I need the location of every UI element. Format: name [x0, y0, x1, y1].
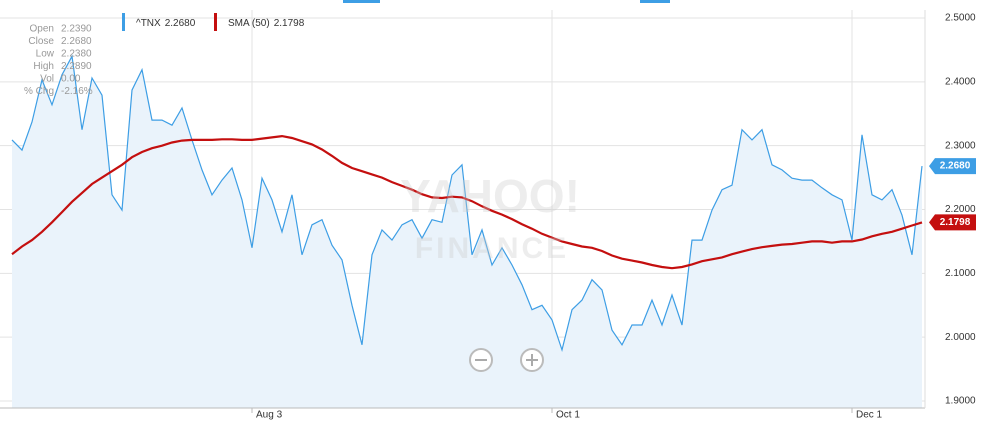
x-tick-label: Aug 3	[256, 410, 283, 421]
tab-indicator	[640, 0, 670, 3]
watermark: YAHOO! FINANCE	[400, 170, 580, 265]
y-tick-label: 2.2000	[945, 204, 976, 215]
zoom-out[interactable]	[469, 348, 493, 372]
series-line	[11, 54, 923, 353]
info-label: Open	[30, 24, 54, 35]
series-line	[11, 134, 923, 270]
tab-indicator	[343, 0, 380, 3]
last-value-badge	[929, 158, 976, 175]
watermark-product: FINANCE	[415, 232, 569, 265]
last-value-badge	[929, 214, 976, 231]
y-tick-label: 2.5000	[945, 13, 976, 24]
y-tick-label: 2.0000	[945, 332, 976, 343]
info-value: 2.2680	[61, 36, 92, 47]
info-label: High	[33, 61, 54, 72]
info-label: Low	[36, 49, 55, 60]
plot: 2.2680 2.1798	[11, 54, 976, 409]
y-tick-label: 2.1000	[945, 268, 976, 279]
x-tick-label: Dec 1	[856, 410, 883, 421]
info-label: Vol	[40, 74, 54, 85]
info-value: 2.2390	[61, 24, 92, 35]
info-box: Open 2.2390 Close 2.2680 Low 2.2380 High 2.2890…	[24, 24, 93, 98]
y-tick-label: 2.4000	[945, 76, 976, 87]
last-value-label: 2.2680	[940, 161, 971, 172]
legend-label: SMA (50) 2.1798	[228, 18, 305, 29]
info-value: -2.16%	[61, 86, 93, 97]
legend-swatch	[122, 13, 125, 31]
y-tick-label: 1.9000	[945, 396, 976, 407]
legend: ^TNX 2.2680 SMA (50) 2.1798	[122, 13, 305, 31]
info-label: % Chg	[24, 86, 54, 97]
watermark-brand: YAHOO!	[400, 170, 580, 222]
y-tick-label: 2.3000	[945, 140, 976, 151]
legend-value: 2.2680	[165, 18, 196, 29]
info-label: Close	[28, 36, 54, 47]
info-value: 0.00	[61, 74, 81, 85]
area-fill	[12, 56, 922, 409]
info-value: 2.2380	[61, 49, 92, 60]
info-value: 2.2890	[61, 61, 92, 72]
legend-swatch	[214, 13, 217, 31]
x-tick-label: Oct 1	[556, 410, 580, 421]
legend-name: SMA (50)	[228, 18, 270, 29]
zoom-in[interactable]	[520, 348, 544, 372]
legend-label: ^TNX 2.2680	[136, 18, 196, 29]
last-value-label: 2.1798	[940, 217, 971, 228]
legend-value: 2.1798	[274, 18, 305, 29]
legend-name: ^TNX	[136, 18, 161, 29]
